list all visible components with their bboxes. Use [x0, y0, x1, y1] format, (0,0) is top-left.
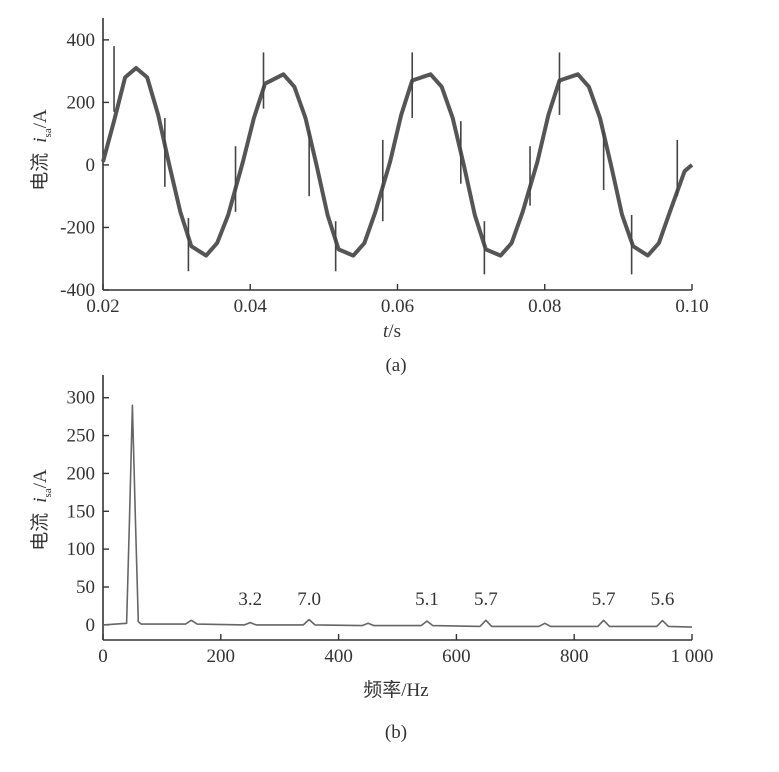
chart-b-harmonic-label: 5.1 — [415, 589, 439, 610]
chart-b-ticks: 0 200 400 600 800 1 000 0 50 100 150 200 250 300 — [67, 388, 714, 667]
b-x-tick-label: 600 — [442, 646, 471, 667]
chart-a-ticks: 0.02 0.04 0.06 0.08 0.10 -400 -200 0 200 400 — [60, 30, 708, 317]
chart-b-xlabel: 频率/Hz — [363, 679, 428, 701]
b-y-tick-label: 100 — [67, 539, 96, 560]
a-x-tick-label: 0.10 — [675, 296, 708, 317]
a-y-tick-label: 0 — [86, 155, 96, 176]
a-x-tick-label: 0.08 — [528, 296, 561, 317]
a-y-tick-label: -200 — [60, 217, 95, 238]
chart-b-harmonic-label: 3.2 — [238, 589, 262, 610]
chart-a-ylabel: 电流isa/A — [29, 109, 54, 191]
b-y-tick-label: 200 — [67, 463, 96, 484]
b-x-tick-label: 0 — [98, 646, 108, 667]
b-y-tick-label: 50 — [76, 577, 95, 598]
chart-b-harmonic-label: 5.7 — [592, 589, 616, 610]
a-x-tick-label: 0.04 — [234, 296, 268, 317]
chart-a-xlabel: t/s — [383, 321, 401, 342]
b-y-tick-label: 250 — [67, 426, 96, 447]
chart-b-harmonic-label: 5.6 — [651, 589, 675, 610]
b-x-tick-label: 200 — [207, 646, 236, 667]
b-y-tick-label: 0 — [86, 615, 96, 636]
chart-b: 0 200 400 600 800 1 000 0 50 100 150 200 250 300 3.2… — [29, 375, 713, 743]
chart-b-ylabel: 电流isa/A — [29, 469, 54, 551]
a-y-tick-label: 200 — [67, 92, 96, 113]
a-y-tick-label: -400 — [60, 280, 95, 301]
chart-b-harmonic-label: 7.0 — [297, 589, 321, 610]
b-y-tick-label: 300 — [67, 388, 96, 409]
chart-b-panel-label: (b) — [385, 722, 407, 743]
b-y-tick-label: 150 — [67, 501, 96, 522]
chart-a-current-line — [101, 66, 694, 258]
b-x-tick-label: 400 — [324, 646, 353, 667]
chart-a-series — [101, 46, 694, 275]
a-x-tick-label: 0.06 — [381, 296, 414, 317]
a-y-tick-label: 400 — [67, 30, 96, 51]
chart-b-spectrum-line — [102, 404, 693, 628]
a-x-tick-label: 0.02 — [86, 296, 119, 317]
b-x-tick-label: 1 000 — [671, 646, 714, 667]
b-x-tick-label: 800 — [560, 646, 589, 667]
chart-b-axes — [102, 375, 692, 641]
chart-a-panel-label: (a) — [385, 355, 406, 376]
chart-b-series — [102, 404, 693, 628]
chart-b-data-labels: 3.2 7.0 5.1 5.7 5.7 5.6 — [238, 589, 674, 610]
chart-b-harmonic-label: 5.7 — [474, 589, 498, 610]
